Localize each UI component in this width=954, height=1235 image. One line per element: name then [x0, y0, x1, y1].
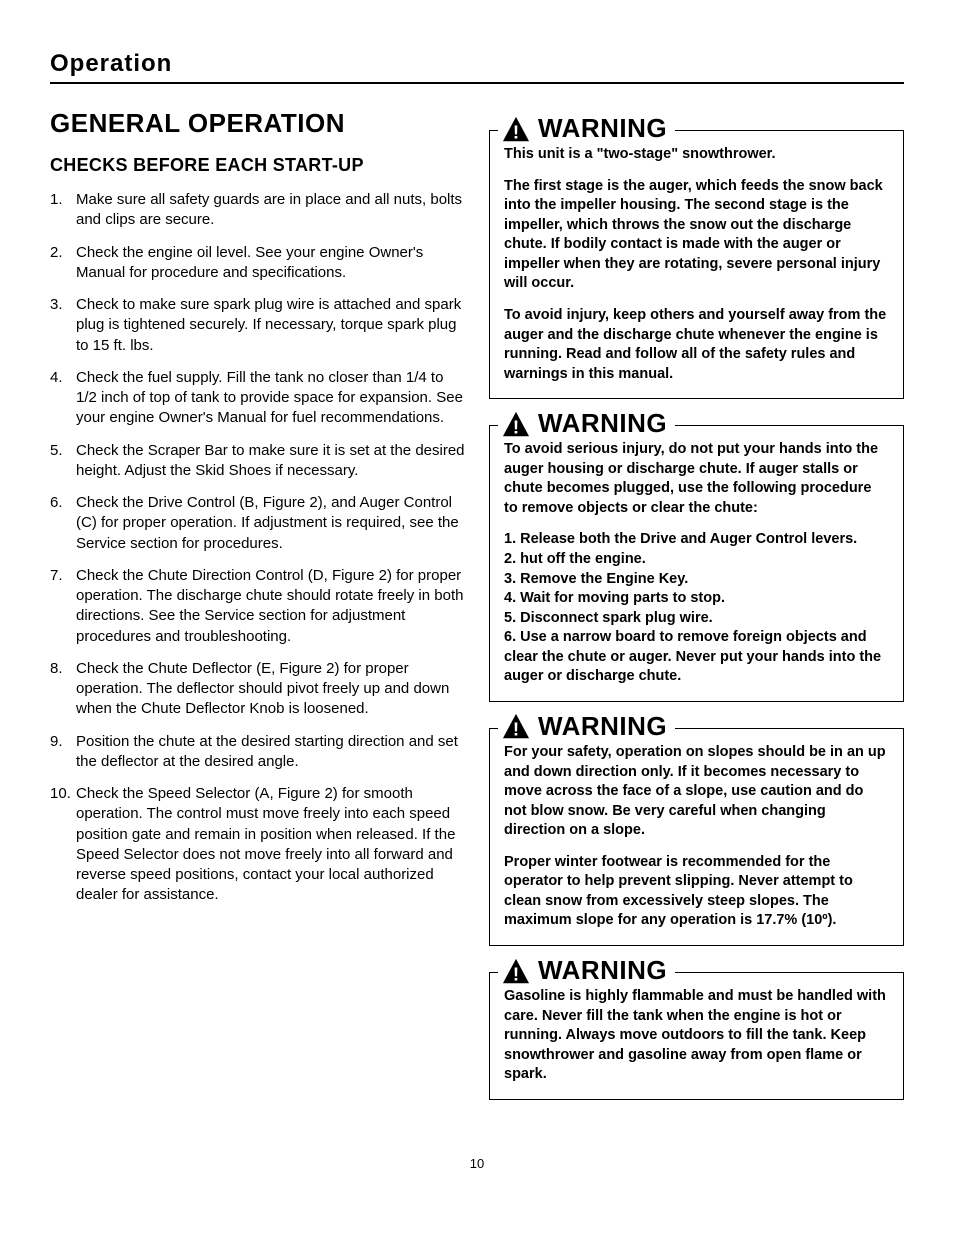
warning-box-4: ! WARNING Gasoline is highly flammable a…: [489, 972, 904, 1100]
warning-legend: ! WARNING: [498, 955, 675, 986]
check-item: Check the Chute Deflector (E, Figure 2) …: [50, 659, 465, 720]
warning-text: To avoid serious injury, do not put your…: [504, 440, 889, 518]
warning-text: To avoid injury, keep others and yoursel…: [504, 306, 889, 384]
heading-checks-before-startup: CHECKS BEFORE EACH START-UP: [50, 155, 465, 176]
checks-list: Make sure all safety guards are in place…: [50, 190, 465, 906]
warning-box-2: ! WARNING To avoid serious injury, do no…: [489, 425, 904, 702]
warning-label: WARNING: [538, 408, 667, 439]
section-header: Operation: [50, 50, 904, 84]
check-item: Check the Scraper Bar to make sure it is…: [50, 441, 465, 482]
warning-text: This unit is a "two-stage" snowthrower.: [504, 145, 889, 165]
check-item: Position the chute at the desired starti…: [50, 732, 465, 773]
check-item: Check the Speed Selector (A, Figure 2) f…: [50, 784, 465, 906]
warning-text: For your safety, operation on slopes sho…: [504, 743, 889, 841]
warning-text: 1. Release both the Drive and Auger Cont…: [504, 530, 889, 687]
svg-text:!: !: [513, 416, 519, 437]
check-item: Check the engine oil level. See your eng…: [50, 243, 465, 284]
warning-box-1: ! WARNING This unit is a "two-stage" sno…: [489, 130, 904, 399]
warning-text: Proper winter footwear is recommended fo…: [504, 853, 889, 931]
warning-text: The first stage is the auger, which feed…: [504, 177, 889, 294]
right-column: ! WARNING This unit is a "two-stage" sno…: [489, 108, 904, 1126]
svg-text:!: !: [513, 963, 519, 984]
left-column: GENERAL OPERATION CHECKS BEFORE EACH STA…: [50, 108, 465, 1126]
warning-label: WARNING: [538, 113, 667, 144]
warning-text: Gasoline is highly flammable and must be…: [504, 987, 889, 1085]
warning-label: WARNING: [538, 955, 667, 986]
svg-text:!: !: [513, 719, 519, 740]
warning-triangle-icon: !: [502, 116, 530, 142]
check-item: Check the Chute Direction Control (D, Fi…: [50, 566, 465, 647]
check-item: Check the fuel supply. Fill the tank no …: [50, 368, 465, 429]
warning-label: WARNING: [538, 711, 667, 742]
warning-legend: ! WARNING: [498, 408, 675, 439]
warning-legend: ! WARNING: [498, 711, 675, 742]
warning-box-3: ! WARNING For your safety, operation on …: [489, 728, 904, 946]
warning-triangle-icon: !: [502, 411, 530, 437]
check-item: Check to make sure spark plug wire is at…: [50, 295, 465, 356]
page-number: 10: [50, 1156, 904, 1171]
check-item: Make sure all safety guards are in place…: [50, 190, 465, 231]
heading-general-operation: GENERAL OPERATION: [50, 108, 465, 139]
svg-text:!: !: [513, 121, 519, 142]
check-item: Check the Drive Control (B, Figure 2), a…: [50, 493, 465, 554]
warning-legend: ! WARNING: [498, 113, 675, 144]
warning-triangle-icon: !: [502, 713, 530, 739]
warning-triangle-icon: !: [502, 958, 530, 984]
two-column-layout: GENERAL OPERATION CHECKS BEFORE EACH STA…: [50, 108, 904, 1126]
